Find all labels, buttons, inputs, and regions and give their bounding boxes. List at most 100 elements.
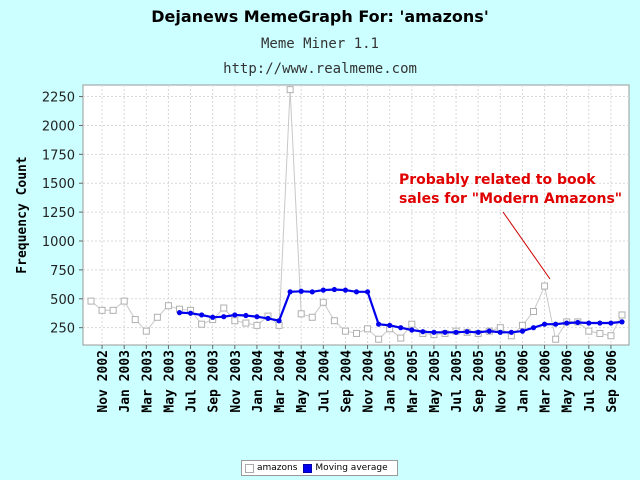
data-point-amazons xyxy=(397,334,405,342)
data-point-moving-average xyxy=(243,312,249,319)
data-point-moving-average xyxy=(475,329,481,335)
y-tick-label: 1250 xyxy=(42,206,75,221)
data-point-amazons xyxy=(142,327,150,335)
data-point-moving-average xyxy=(221,314,227,320)
x-tick-label: Mar 2006 xyxy=(539,350,554,413)
x-tick-label: Mar 2003 xyxy=(140,350,155,413)
data-point-moving-average xyxy=(331,286,337,293)
data-point-amazons xyxy=(98,306,106,314)
data-point-moving-average xyxy=(508,329,514,335)
y-tick-label: 500 xyxy=(50,293,75,308)
y-axis-label: Frequency Count xyxy=(15,156,30,273)
x-tick-label: May 2005 xyxy=(428,350,443,413)
data-point-moving-average xyxy=(320,287,326,293)
data-point-amazons xyxy=(131,316,139,324)
plot-area xyxy=(82,84,630,346)
legend: amazons Moving average xyxy=(241,460,398,476)
chart-subtitle: Meme Miner 1.1 xyxy=(261,36,379,52)
data-point-amazons xyxy=(220,304,228,312)
data-point-moving-average xyxy=(376,321,382,327)
data-point-moving-average xyxy=(353,289,360,295)
data-point-amazons xyxy=(518,321,526,329)
data-point-amazons xyxy=(308,313,316,321)
data-point-moving-average xyxy=(541,321,548,327)
data-point-amazons xyxy=(87,297,95,305)
x-tick-label: Sep 2004 xyxy=(339,350,354,413)
annotation-arrow xyxy=(502,211,551,280)
data-point-moving-average xyxy=(619,319,625,325)
data-point-amazons xyxy=(596,329,604,337)
data-point-moving-average xyxy=(342,287,349,293)
data-point-moving-average xyxy=(597,320,603,326)
data-point-moving-average xyxy=(564,320,570,326)
x-tick-label: May 2003 xyxy=(162,350,177,413)
y-axis: 250 500 750 1000 1250 1500 1750 2000 2250 xyxy=(42,91,83,337)
chart-title: Dejanews MemeGraph For: 'amazons' xyxy=(151,7,488,26)
y-tick-label: 1000 xyxy=(42,235,75,250)
y-tick-label: 2250 xyxy=(42,91,75,106)
data-point-amazons xyxy=(319,298,327,306)
data-point-amazons xyxy=(164,302,172,310)
data-point-amazons xyxy=(618,311,626,319)
y-tick-label: 750 xyxy=(50,264,75,279)
data-point-amazons xyxy=(341,327,349,335)
data-point-moving-average xyxy=(442,329,448,335)
data-point-moving-average xyxy=(486,328,492,334)
data-point-amazons xyxy=(353,329,360,337)
data-point-moving-average xyxy=(287,289,293,295)
legend-item-amazons: amazons xyxy=(245,463,297,473)
annotation-line-2: sales for "Modern Amazons" xyxy=(399,191,622,207)
data-point-moving-average xyxy=(420,329,426,335)
annotation-line-1: Probably related to book xyxy=(399,172,596,188)
legend-swatch-amazons xyxy=(245,463,254,473)
data-point-amazons xyxy=(330,317,338,325)
x-tick-label: Jan 2003 xyxy=(118,350,133,413)
data-point-amazons xyxy=(552,335,560,343)
x-axis: Nov 2002 Jan 2003 Mar 2003 May 2003 Jul 2003… xyxy=(96,345,620,413)
data-point-moving-average xyxy=(398,325,404,331)
x-tick-label: Jul 2004 xyxy=(317,350,332,413)
x-tick-label: Mar 2004 xyxy=(273,350,288,413)
data-point-moving-average xyxy=(199,312,205,318)
data-point-moving-average xyxy=(210,314,216,320)
data-point-amazons xyxy=(286,86,294,94)
data-point-moving-average xyxy=(254,314,260,320)
x-tick-label: Jan 2004 xyxy=(251,350,266,413)
data-point-moving-average xyxy=(409,327,415,333)
x-tick-label: Jul 2006 xyxy=(583,350,598,413)
legend-item-moving-average: Moving average xyxy=(303,463,388,473)
legend-label-amazons: amazons xyxy=(257,463,298,473)
data-point-moving-average xyxy=(265,315,271,322)
data-point-moving-average xyxy=(176,310,183,316)
y-tick-label: 2000 xyxy=(42,119,75,134)
data-point-moving-average xyxy=(364,289,371,295)
x-tick-label: Sep 2003 xyxy=(207,350,222,413)
data-point-moving-average xyxy=(464,329,470,335)
x-tick-label: May 2004 xyxy=(295,350,310,413)
x-tick-label: Mar 2005 xyxy=(406,350,421,413)
legend-swatch-moving-average xyxy=(303,463,313,473)
data-point-moving-average xyxy=(453,329,459,335)
data-point-amazons xyxy=(585,327,593,335)
data-point-amazons xyxy=(375,335,383,343)
x-tick-label: Jan 2006 xyxy=(516,350,531,413)
data-point-amazons xyxy=(120,297,128,305)
y-tick-label: 1500 xyxy=(42,177,75,192)
legend-label-moving-average: Moving average xyxy=(315,463,388,473)
data-point-moving-average xyxy=(187,310,194,316)
data-point-moving-average xyxy=(553,321,559,327)
data-point-moving-average xyxy=(575,319,581,326)
series-layer xyxy=(87,86,626,343)
data-point-amazons xyxy=(253,321,261,329)
data-point-moving-average xyxy=(387,322,393,328)
data-point-amazons xyxy=(364,325,372,333)
data-point-amazons xyxy=(530,307,537,315)
chart-url: http://www.realmeme.com xyxy=(223,61,417,77)
x-tick-label: Jul 2005 xyxy=(450,350,465,413)
x-tick-label: Nov 2005 xyxy=(494,350,509,413)
data-point-moving-average xyxy=(530,325,537,331)
data-point-amazons xyxy=(607,332,615,340)
x-tick-label: Sep 2005 xyxy=(472,350,487,413)
data-point-amazons xyxy=(153,313,161,321)
